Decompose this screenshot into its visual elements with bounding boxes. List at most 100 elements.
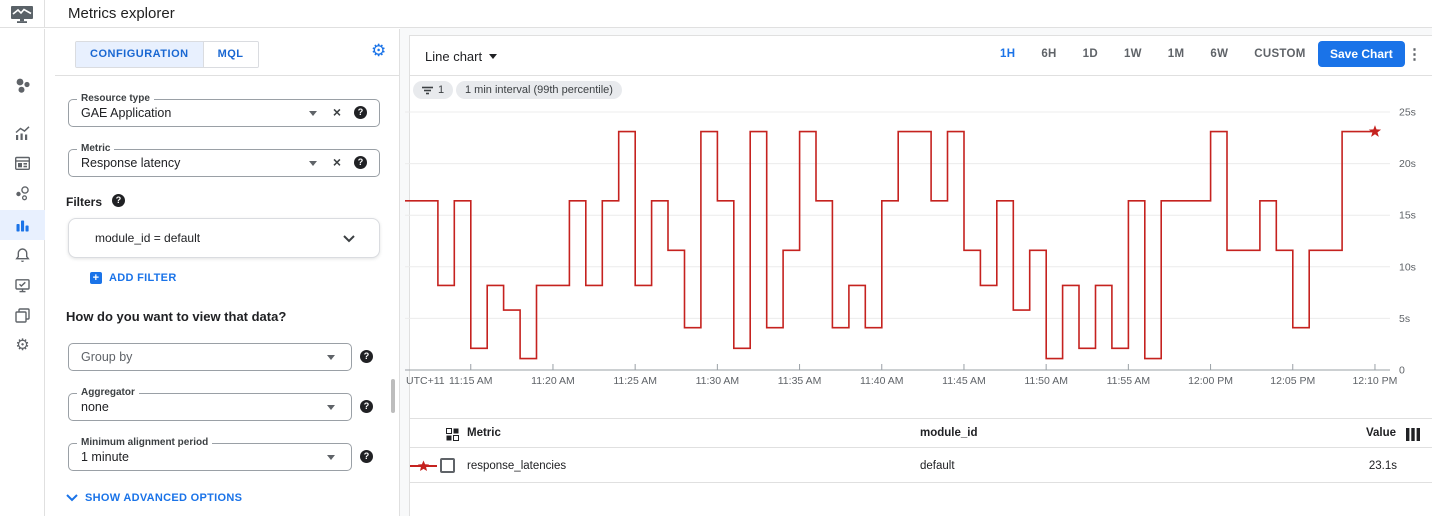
legend-table-header: Metric module_id Value [409, 418, 1432, 448]
nav-services[interactable] [0, 178, 45, 208]
latency-chart-svg[interactable]: 0 5s 10s 15s 20s 25s UTC+11 11:15 AM 11:20 AM 11:… [400, 96, 1432, 396]
chart-type-dropdown[interactable]: Line chart [425, 49, 498, 64]
filters-help-icon[interactable]: ? [112, 194, 125, 207]
settings-gear-icon: ⚙ [15, 337, 30, 354]
row-checkbox[interactable] [440, 458, 455, 473]
svg-text:10s: 10s [1399, 261, 1416, 273]
svg-text:UTC+11: UTC+11 [406, 375, 445, 387]
col-value[interactable]: Value [1365, 427, 1396, 439]
add-filter-label: ADD FILTER [109, 272, 177, 284]
nav-uptime-checks[interactable] [0, 270, 45, 300]
min-alignment-label: Minimum alignment period [77, 437, 213, 448]
show-advanced-options-button[interactable]: SHOW ADVANCED OPTIONS [66, 492, 242, 504]
range-1m[interactable]: 1M [1167, 48, 1185, 60]
more-options-icon[interactable]: ⋮ [1407, 46, 1422, 63]
tab-mql[interactable]: MQL [202, 42, 258, 67]
legend-table-row[interactable]: response_latencies default 23.1s [409, 449, 1432, 483]
metric-select[interactable]: Metric Response latency × ? [68, 143, 380, 177]
svg-text:15s: 15s [1399, 210, 1416, 222]
config-settings-gear-icon[interactable]: ⚙ [371, 41, 387, 60]
range-1d[interactable]: 1D [1082, 48, 1098, 60]
svg-text:5s: 5s [1399, 313, 1410, 325]
min-alignment-value: 1 minute [81, 450, 129, 464]
gutter [400, 28, 409, 516]
chevron-down-icon[interactable] [309, 111, 317, 116]
save-chart-button[interactable]: Save Chart [1318, 41, 1405, 67]
time-range-group: 1H 6H 1D 1W 1M 6W CUSTOM [1000, 48, 1306, 60]
config-scrollbar[interactable] [391, 379, 395, 413]
chevron-down-icon[interactable] [327, 355, 335, 360]
columns-icon[interactable] [1406, 428, 1421, 441]
aggregator-value: none [81, 400, 109, 414]
clear-icon[interactable]: × [332, 154, 341, 170]
nav-settings[interactable]: ⚙ [0, 331, 45, 361]
alerting-icon [15, 247, 30, 262]
resource-type-select[interactable]: Resource type GAE Application × ? [68, 93, 380, 127]
metrics-icon [15, 125, 30, 140]
chevron-down-icon[interactable] [327, 405, 335, 410]
star-marker [417, 460, 430, 471]
svg-text:11:55 AM: 11:55 AM [1107, 375, 1151, 387]
range-custom[interactable]: CUSTOM [1254, 48, 1306, 60]
nav-metrics-explorer[interactable] [0, 210, 45, 240]
svg-text:25s: 25s [1399, 107, 1416, 119]
range-1w[interactable]: 1W [1123, 48, 1142, 60]
aggregator-help-icon[interactable]: ? [360, 400, 373, 413]
metric-value: Response latency [81, 156, 181, 170]
left-nav: ⚙ [0, 29, 45, 516]
chevron-down-icon [489, 54, 498, 59]
view-data-question: How do you want to view that data? [66, 309, 287, 324]
show-advanced-options-label: SHOW ADVANCED OPTIONS [85, 492, 243, 504]
svg-text:11:45 AM: 11:45 AM [942, 375, 986, 387]
nav-metrics[interactable] [0, 118, 45, 148]
svg-text:12:10 PM: 12:10 PM [1352, 375, 1397, 387]
svg-text:11:15 AM: 11:15 AM [449, 375, 493, 387]
chevron-down-icon[interactable] [327, 455, 335, 460]
filter-expression: module_id = default [95, 231, 201, 245]
gutter [400, 28, 1432, 35]
group-by-help-icon[interactable]: ? [360, 350, 373, 363]
plus-icon: + [90, 272, 102, 284]
col-module-id[interactable]: module_id [920, 427, 978, 439]
config-tab-group: CONFIGURATION MQL [75, 41, 259, 68]
nav-dashboards[interactable] [0, 148, 45, 178]
resource-type-label: Resource type [77, 93, 154, 104]
interval-chip[interactable]: 1 min interval (99th percentile) [456, 81, 622, 99]
min-alignment-help-icon[interactable]: ? [360, 450, 373, 463]
chart-panel: Line chart 1H 6H 1D 1W 1M 6W CUSTOM Save… [400, 28, 1432, 516]
help-icon[interactable]: ? [354, 156, 367, 169]
filter-count-chip[interactable]: 1 [413, 81, 454, 99]
svg-text:11:30 AM: 11:30 AM [696, 375, 740, 387]
svg-text:0: 0 [1399, 365, 1405, 377]
clear-icon[interactable]: × [332, 104, 341, 120]
group-by-select[interactable]: Group by [68, 343, 352, 371]
page-title: Metrics explorer [68, 5, 175, 22]
filter-chip-card[interactable]: module_id = default [68, 218, 380, 258]
uptime-checks-icon [15, 278, 30, 292]
range-6h[interactable]: 6H [1041, 48, 1057, 60]
col-metric[interactable]: Metric [467, 427, 501, 439]
nav-groups[interactable] [0, 300, 45, 330]
range-6w[interactable]: 6W [1210, 48, 1229, 60]
range-1h[interactable]: 1H [1000, 48, 1016, 60]
services-icon [16, 185, 29, 200]
chevron-down-icon[interactable] [309, 161, 317, 166]
divider [409, 75, 1432, 76]
groups-icon [15, 307, 30, 323]
nav-overview[interactable] [0, 71, 45, 101]
filter-count: 1 [438, 84, 445, 96]
tab-configuration[interactable]: CONFIGURATION [76, 42, 203, 67]
chevron-down-icon [343, 235, 355, 243]
add-filter-button[interactable]: + ADD FILTER [90, 272, 177, 284]
min-alignment-select[interactable]: Minimum alignment period 1 minute [68, 437, 352, 471]
monitoring-logo[interactable] [0, 0, 45, 28]
grid-select-icon[interactable] [446, 428, 459, 441]
configuration-panel: CONFIGURATION MQL ⚙ Resource type GAE Ap… [46, 29, 400, 516]
nav-alerting[interactable] [0, 240, 45, 270]
card-border [409, 35, 410, 516]
help-icon[interactable]: ? [354, 106, 367, 119]
monitoring-logo-icon [11, 5, 33, 23]
row-module-id: default [920, 459, 955, 472]
aggregator-select[interactable]: Aggregator none [68, 387, 352, 421]
svg-text:11:35 AM: 11:35 AM [778, 375, 822, 387]
